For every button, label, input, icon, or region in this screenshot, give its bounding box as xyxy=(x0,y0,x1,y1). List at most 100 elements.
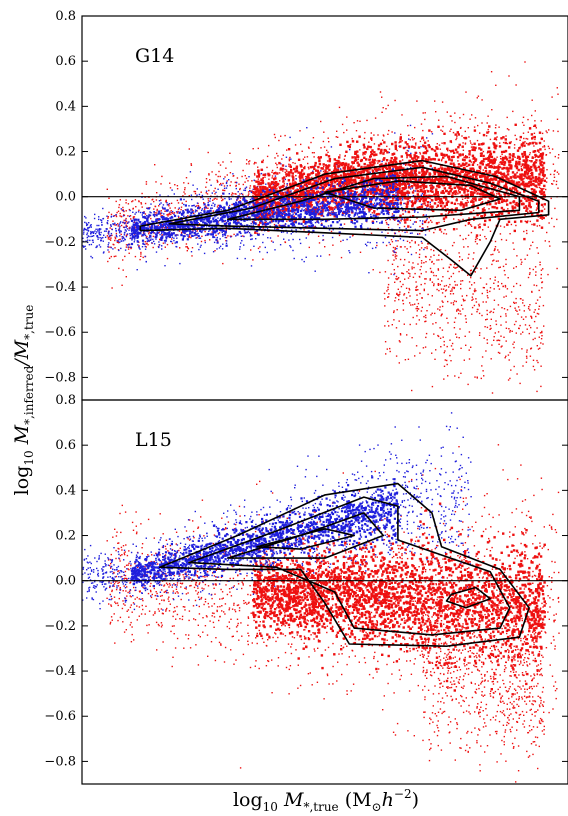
scatter-point xyxy=(383,189,387,192)
scatter-point xyxy=(409,232,412,234)
scatter-point xyxy=(150,217,152,220)
scatter-point xyxy=(237,220,239,222)
scatter-point xyxy=(129,215,132,217)
scatter-point xyxy=(336,130,338,132)
scatter-point xyxy=(187,247,189,249)
scatter-point xyxy=(272,204,275,206)
scatter-point xyxy=(397,288,399,290)
scatter-point xyxy=(495,214,498,217)
scatter-point xyxy=(480,215,484,218)
scatter-point xyxy=(289,136,291,139)
scatter-point xyxy=(110,234,112,237)
scatter-point xyxy=(176,185,179,187)
scatter-point xyxy=(540,342,542,344)
scatter-point xyxy=(249,189,251,192)
scatter-point xyxy=(461,188,464,191)
scatter-point xyxy=(335,212,337,214)
scatter-point xyxy=(444,290,447,292)
scatter-point xyxy=(390,239,393,241)
scatter-point xyxy=(476,243,478,245)
scatter-point xyxy=(422,347,425,349)
scatter-point xyxy=(160,202,162,204)
scatter-point xyxy=(125,276,127,278)
scatter-point xyxy=(242,183,244,186)
scatter-point xyxy=(273,223,276,226)
scatter-point xyxy=(151,242,153,244)
scatter-point xyxy=(171,242,174,245)
scatter-point xyxy=(268,144,270,147)
scatter-point xyxy=(538,141,542,145)
scatter-point xyxy=(118,239,120,241)
scatter-point xyxy=(459,328,461,330)
scatter-point xyxy=(416,165,419,168)
scatter-point xyxy=(542,268,544,270)
scatter-point xyxy=(459,203,462,206)
scatter-point xyxy=(264,219,266,222)
scatter-point xyxy=(110,237,112,239)
scatter-point xyxy=(91,257,94,259)
scatter-point xyxy=(406,240,409,242)
scatter-point xyxy=(203,229,205,231)
scatter-point xyxy=(362,154,364,156)
scatter-point xyxy=(382,180,386,183)
scatter-point xyxy=(375,200,377,202)
scatter-point xyxy=(399,191,402,195)
scatter-point xyxy=(441,292,444,294)
scatter-point xyxy=(247,180,249,182)
scatter-point xyxy=(416,100,418,102)
scatter-point xyxy=(142,232,145,234)
scatter-point xyxy=(437,158,441,161)
scatter-point xyxy=(473,126,476,128)
scatter-point xyxy=(196,202,199,204)
scatter-point xyxy=(145,183,148,185)
scatter-point xyxy=(504,155,506,157)
scatter-point xyxy=(518,327,520,330)
scatter-point xyxy=(503,173,506,176)
scatter-point xyxy=(458,376,460,379)
scatter-point xyxy=(203,208,206,210)
scatter-point xyxy=(166,243,169,246)
scatter-point xyxy=(436,204,440,207)
scatter-point xyxy=(394,197,396,199)
scatter-point xyxy=(441,313,443,315)
scatter-point xyxy=(205,192,207,194)
scatter-point xyxy=(158,200,161,202)
scatter-point xyxy=(335,202,339,205)
scatter-point xyxy=(257,166,259,168)
scatter-point xyxy=(213,198,215,200)
scatter-point xyxy=(402,209,404,211)
scatter-point xyxy=(198,237,200,239)
scatter-point xyxy=(437,269,440,271)
scatter-point xyxy=(294,170,297,173)
scatter-point xyxy=(465,188,468,191)
scatter-point xyxy=(506,309,509,311)
scatter-point xyxy=(516,255,518,257)
scatter-point xyxy=(255,162,257,164)
scatter-point xyxy=(278,172,281,174)
scatter-point xyxy=(443,220,445,222)
scatter-point xyxy=(528,210,531,212)
scatter-point xyxy=(252,203,255,206)
scatter-point xyxy=(539,171,542,174)
scatter-point xyxy=(339,154,341,156)
scatter-point xyxy=(117,225,119,227)
scatter-point xyxy=(474,271,476,273)
scatter-point xyxy=(133,233,136,235)
scatter-point xyxy=(505,355,507,357)
scatter-point xyxy=(235,187,237,190)
scatter-point xyxy=(125,235,128,238)
scatter-point xyxy=(478,312,481,315)
scatter-point xyxy=(309,166,313,169)
scatter-point xyxy=(197,205,200,207)
scatter-point xyxy=(92,232,95,234)
scatter-point xyxy=(182,210,184,212)
scatter-point xyxy=(198,193,201,196)
scatter-point xyxy=(400,246,402,248)
scatter-point xyxy=(506,190,508,192)
scatter-point xyxy=(441,300,443,302)
scatter-point xyxy=(483,215,486,218)
scatter-point xyxy=(462,238,464,241)
scatter-point xyxy=(532,150,535,153)
scatter-point xyxy=(106,222,109,225)
scatter-point xyxy=(489,165,493,168)
